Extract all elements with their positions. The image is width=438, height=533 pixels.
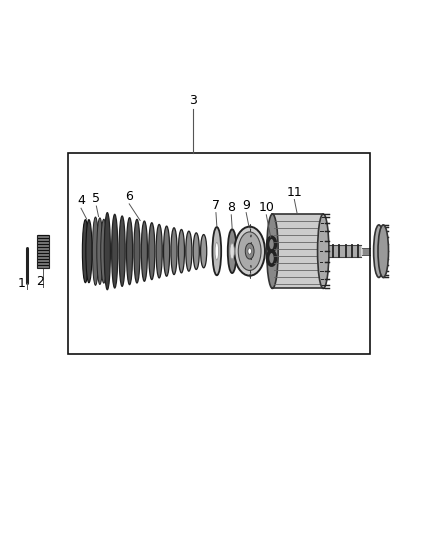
Ellipse shape — [238, 232, 261, 270]
Text: 2: 2 — [36, 276, 44, 288]
Ellipse shape — [267, 214, 278, 288]
Text: 4: 4 — [77, 195, 85, 207]
Bar — [68, 152, 370, 354]
Ellipse shape — [156, 224, 162, 278]
Ellipse shape — [374, 225, 384, 278]
Ellipse shape — [318, 214, 329, 288]
Ellipse shape — [248, 248, 251, 254]
Text: 10: 10 — [258, 201, 274, 214]
Ellipse shape — [201, 235, 207, 268]
Ellipse shape — [163, 226, 170, 276]
Ellipse shape — [230, 243, 234, 259]
Text: 3: 3 — [189, 94, 197, 107]
Ellipse shape — [119, 216, 125, 286]
Ellipse shape — [186, 231, 192, 271]
Ellipse shape — [212, 227, 221, 275]
Ellipse shape — [228, 229, 237, 273]
Ellipse shape — [127, 217, 133, 285]
Text: 6: 6 — [125, 190, 133, 203]
Ellipse shape — [92, 217, 99, 285]
Ellipse shape — [97, 218, 103, 285]
Text: 5: 5 — [92, 192, 100, 205]
Ellipse shape — [101, 219, 107, 283]
Text: 8: 8 — [227, 201, 235, 214]
Ellipse shape — [178, 230, 184, 273]
Ellipse shape — [149, 223, 155, 280]
Ellipse shape — [141, 221, 148, 281]
Ellipse shape — [82, 220, 88, 282]
Ellipse shape — [112, 214, 118, 288]
Text: 7: 7 — [212, 199, 220, 212]
Ellipse shape — [171, 228, 177, 274]
Ellipse shape — [245, 243, 254, 259]
Bar — [37, 235, 49, 268]
Text: 1: 1 — [18, 277, 26, 290]
Ellipse shape — [193, 233, 199, 270]
Ellipse shape — [104, 213, 110, 290]
Ellipse shape — [378, 225, 389, 278]
Ellipse shape — [86, 220, 92, 282]
Text: 11: 11 — [286, 185, 302, 199]
Ellipse shape — [234, 227, 265, 276]
Bar — [272, 214, 323, 288]
Text: 9: 9 — [242, 199, 250, 212]
Ellipse shape — [134, 220, 140, 283]
Ellipse shape — [215, 243, 219, 260]
